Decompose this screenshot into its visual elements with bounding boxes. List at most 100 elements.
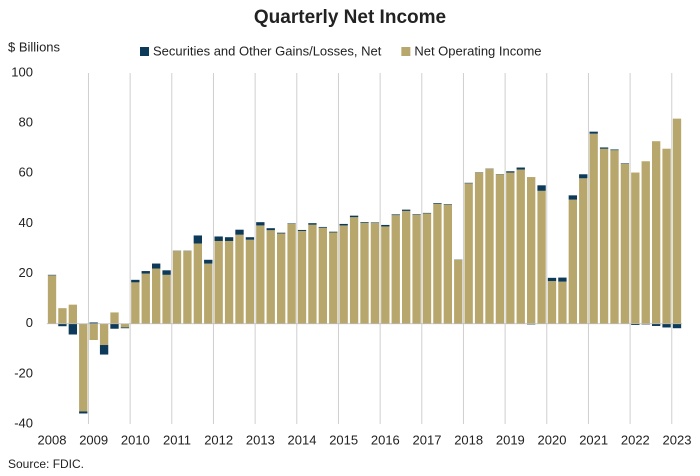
bar-segment <box>256 225 265 324</box>
bar-segment <box>651 141 661 324</box>
x-tick-label: 2011 <box>163 432 191 447</box>
chart-title: Quarterly Net Income <box>254 7 446 28</box>
bar-segment <box>651 323 661 326</box>
bar-segment <box>162 274 171 324</box>
bar-segment <box>79 323 88 412</box>
bar-segment <box>245 237 255 240</box>
x-tick-label: 2019 <box>496 432 525 447</box>
bar-segment <box>99 323 109 346</box>
bar-segment <box>287 223 296 324</box>
bar-segment <box>433 203 442 204</box>
bar-segment <box>474 172 484 324</box>
y-tick-label: -40 <box>14 415 33 430</box>
bar-segment <box>58 323 67 327</box>
bar-segment <box>579 174 588 179</box>
bar-segment <box>256 222 265 226</box>
bar-segment <box>537 185 546 191</box>
x-tick-label: 2021 <box>579 432 608 447</box>
bar-segment <box>120 323 130 328</box>
bar-segment <box>631 172 640 324</box>
bar-segment <box>662 323 671 328</box>
bar-segment <box>339 225 348 324</box>
bar-segment <box>516 169 525 324</box>
bar-segment <box>589 131 598 134</box>
y-axis-label: $ Billions <box>8 39 61 54</box>
y-tick-label: 40 <box>19 215 33 230</box>
bar-segment <box>620 163 630 164</box>
bar-segment <box>599 148 609 324</box>
y-tick-label: -20 <box>14 365 33 380</box>
bar-segment <box>68 304 78 324</box>
bar-segment <box>277 233 286 324</box>
bar-segment <box>443 204 452 324</box>
bar-segment <box>204 259 213 264</box>
bar-segment <box>131 282 140 324</box>
bar-segment <box>381 224 390 227</box>
bar-segment <box>672 118 682 324</box>
bar-segment <box>266 228 275 231</box>
bar-segment <box>235 234 244 324</box>
bar-segment <box>214 240 223 324</box>
y-tick-label: 60 <box>19 165 33 180</box>
y-tick-label: 20 <box>19 265 33 280</box>
bar-segment <box>308 224 317 324</box>
bar-segment <box>547 277 557 282</box>
bar-segment <box>266 230 275 324</box>
bar-segment <box>464 182 473 184</box>
bar-segment <box>120 327 130 329</box>
bar-segment <box>537 190 546 324</box>
bar-segment <box>204 263 213 324</box>
bar-segment <box>318 226 328 228</box>
x-tick-label: 2022 <box>621 432 650 447</box>
bar-segment <box>391 215 400 324</box>
bar-segment <box>68 323 78 335</box>
bar-segment <box>641 161 650 324</box>
legend-swatch <box>140 47 149 56</box>
bar-segment <box>579 178 588 324</box>
bar-segment <box>183 251 192 324</box>
bar-segment <box>152 263 161 269</box>
bar-segment <box>89 323 98 341</box>
bar-segment <box>297 229 307 231</box>
bar-segment <box>485 168 494 324</box>
bar-segment <box>329 232 338 324</box>
bar-segment <box>589 133 598 324</box>
bar-segment <box>662 148 671 324</box>
bar-segment <box>214 236 223 241</box>
bar-segment <box>297 230 307 324</box>
x-tick-label: 2023 <box>663 432 692 447</box>
x-tick-label: 2010 <box>121 432 150 447</box>
bar-segment <box>47 275 57 324</box>
bar-segment <box>422 213 432 324</box>
bar-segment <box>401 209 411 211</box>
bar-segment <box>401 210 411 324</box>
bar-segment <box>599 147 609 149</box>
x-tick-label: 2017 <box>413 432 442 447</box>
bar-segment <box>152 268 161 324</box>
legend-label: Securities and Other Gains/Losses, Net <box>153 43 382 58</box>
source-note: Source: FDIC. <box>8 457 84 471</box>
legend-label: Net Operating Income <box>414 43 541 58</box>
bar-segment <box>558 281 567 324</box>
bar-segment <box>360 222 369 223</box>
bar-segment <box>47 274 57 276</box>
bar-segment <box>349 215 359 218</box>
x-tick-label: 2012 <box>204 432 233 447</box>
bar-segment <box>443 204 452 205</box>
x-tick-label: 2015 <box>329 432 358 447</box>
bar-segment <box>391 214 400 216</box>
bar-segment <box>610 149 619 151</box>
bar-segment <box>370 222 380 324</box>
x-tick-label: 2008 <box>38 432 67 447</box>
bar-segment <box>58 308 67 324</box>
y-tick-label: 80 <box>19 115 33 130</box>
bar-segment <box>287 223 296 224</box>
bar-segment <box>381 226 390 324</box>
bar-segment <box>547 281 557 324</box>
bar-segment <box>412 214 421 324</box>
bar-segment <box>89 322 98 324</box>
bar-segment <box>339 223 348 226</box>
bar-segment <box>235 229 244 235</box>
bar-segment <box>329 231 338 233</box>
bar-segment <box>558 277 567 282</box>
